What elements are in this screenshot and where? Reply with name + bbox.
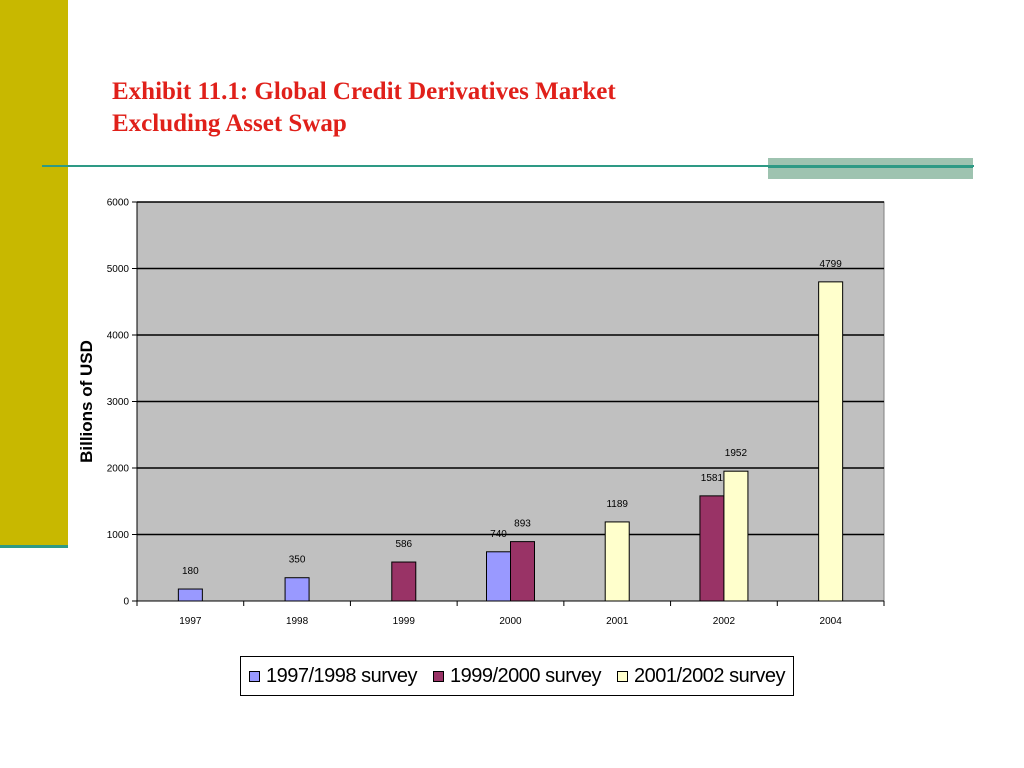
- legend-item: 1999/2000 survey: [432, 664, 602, 688]
- y-tick-label: 1000: [107, 530, 130, 541]
- legend-label: 1997/1998 survey: [265, 664, 418, 687]
- decorative-side-band: [0, 0, 68, 547]
- x-tick-label: 1997: [179, 616, 202, 627]
- side-band-accent-line: [0, 545, 68, 548]
- x-tick-label: 1998: [286, 616, 309, 627]
- legend-label: 1999/2000 survey: [449, 664, 602, 687]
- title-rule-accent-block: [768, 158, 973, 179]
- y-tick-label: 3000: [107, 397, 130, 408]
- legend-swatch: [248, 670, 260, 682]
- bar-2002-2001-2002-survey: [723, 470, 749, 602]
- bar-2004-2001-2002-survey: [818, 281, 844, 602]
- legend-label: 2001/2002 survey: [633, 664, 786, 687]
- legend-swatch: [616, 670, 628, 682]
- bar-1998-1997-1998-survey: [284, 577, 310, 602]
- data-label: 740: [490, 529, 507, 540]
- slide-title: Exhibit 11.1: Global Credit Derivatives …: [112, 76, 812, 140]
- data-label: 893: [514, 519, 531, 530]
- bar-2002-1999-2000-survey: [699, 495, 725, 602]
- data-label: 586: [395, 539, 412, 550]
- bar-2000-1999-2000-survey: [510, 541, 535, 602]
- data-label: 1581: [701, 473, 724, 484]
- bar-1997-1997-1998-survey: [177, 588, 203, 602]
- x-tick-label: 2001: [606, 616, 629, 627]
- y-tick-label: 6000: [107, 198, 130, 209]
- x-tick-label: 2002: [713, 616, 736, 627]
- bar-2000-1997-1998-survey: [486, 551, 511, 602]
- slide-title-line-1: Exhibit 11.1: Global Credit Derivatives …: [112, 78, 616, 105]
- x-tick-label: 1999: [393, 616, 416, 627]
- x-tick-label: 2004: [820, 616, 843, 627]
- y-tick-label: 4000: [107, 331, 130, 342]
- slide-title-line-2: Excluding Asset Swap: [112, 110, 347, 137]
- legend-item: 1997/1998 survey: [248, 664, 418, 688]
- bar-2001-2001-2002-survey: [604, 521, 630, 602]
- legend-swatch: [432, 670, 444, 682]
- y-axis-label: Billions of USD: [77, 340, 96, 463]
- data-label: 1952: [725, 448, 748, 459]
- y-tick-label: 5000: [107, 264, 130, 275]
- data-label: 350: [289, 555, 306, 566]
- y-tick-label: 0: [123, 597, 129, 608]
- y-tick-label: 2000: [107, 464, 130, 475]
- title-rule-accent-line: [768, 165, 973, 168]
- data-label: 1189: [606, 499, 628, 510]
- data-label: 4799: [820, 259, 843, 270]
- data-label: 180: [182, 566, 199, 577]
- legend-item: 2001/2002 survey: [616, 664, 786, 688]
- chart-legend: 1997/1998 survey 1999/2000 survey 2001/200…: [240, 656, 794, 696]
- x-tick-label: 2000: [499, 616, 522, 627]
- bar-1999-1999-2000-survey: [391, 561, 417, 602]
- title-rule: [42, 165, 974, 167]
